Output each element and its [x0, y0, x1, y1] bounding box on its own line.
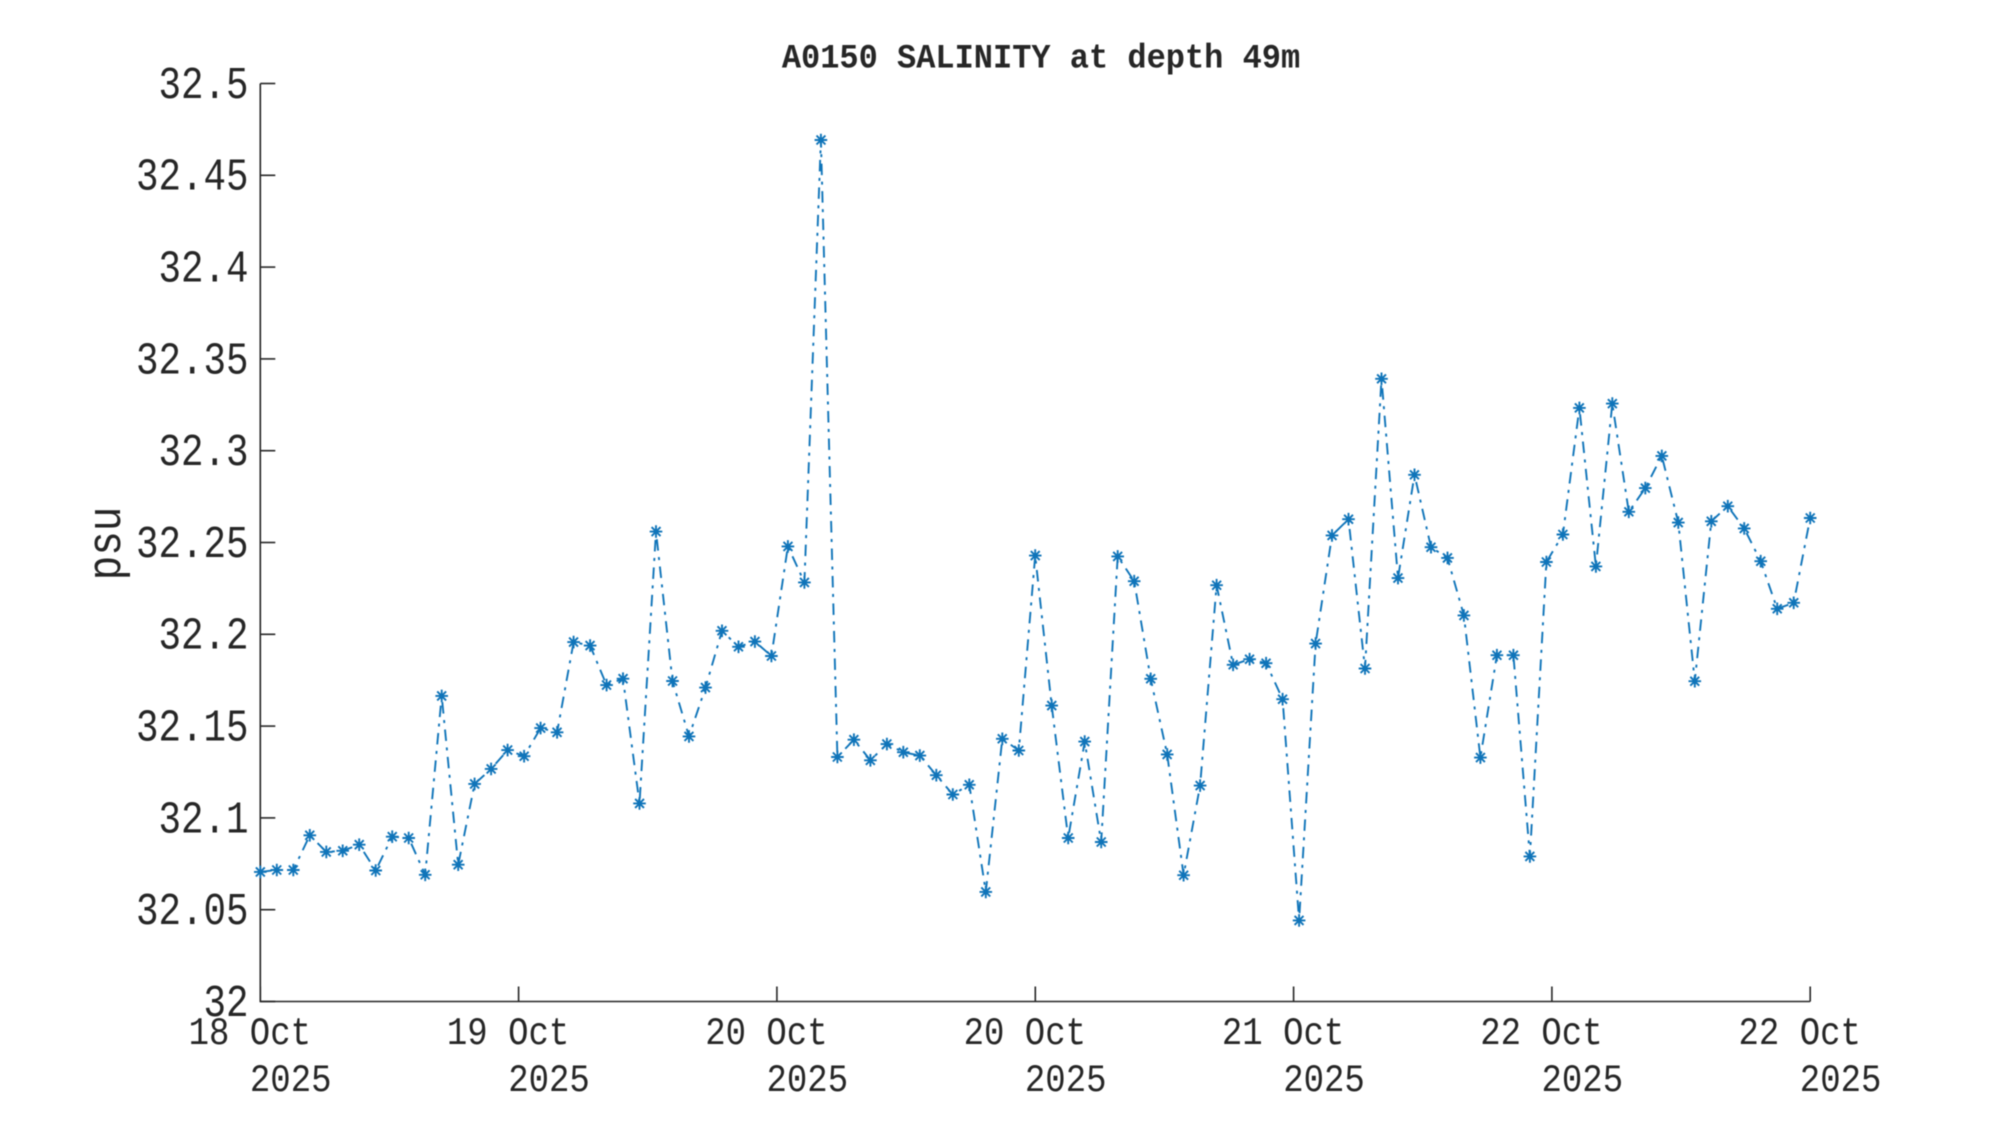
- svg-text:2025: 2025: [250, 1059, 332, 1103]
- svg-text:2025: 2025: [508, 1059, 590, 1103]
- svg-text:22 Oct: 22 Oct: [1480, 1012, 1602, 1056]
- svg-text:32.35: 32.35: [136, 337, 248, 387]
- svg-text:32.05: 32.05: [136, 888, 248, 938]
- svg-text:19 Oct: 19 Oct: [447, 1012, 569, 1056]
- svg-text:2025: 2025: [1800, 1059, 1882, 1103]
- svg-text:20 Oct: 20 Oct: [964, 1012, 1086, 1056]
- svg-text:psu: psu: [82, 507, 135, 581]
- svg-text:22 Oct: 22 Oct: [1739, 1012, 1861, 1056]
- svg-text:32.25: 32.25: [136, 521, 248, 571]
- svg-text:20 Oct: 20 Oct: [705, 1012, 827, 1056]
- svg-text:2025: 2025: [1283, 1059, 1365, 1103]
- svg-text:32.4: 32.4: [159, 246, 249, 296]
- svg-text:A0150 SALINITY at depth 49m: A0150 SALINITY at depth 49m: [782, 38, 1300, 77]
- svg-text:2025: 2025: [767, 1059, 849, 1103]
- svg-text:32.3: 32.3: [159, 429, 249, 479]
- svg-text:32.15: 32.15: [136, 705, 248, 755]
- svg-text:32.45: 32.45: [136, 154, 248, 204]
- svg-text:2025: 2025: [1542, 1059, 1624, 1103]
- svg-text:32: 32: [204, 980, 249, 1030]
- svg-text:21 Oct: 21 Oct: [1222, 1012, 1344, 1056]
- svg-text:18 Oct: 18 Oct: [189, 1012, 311, 1056]
- svg-text:32.2: 32.2: [159, 613, 249, 663]
- svg-text:32.5: 32.5: [159, 62, 249, 112]
- svg-text:2025: 2025: [1025, 1059, 1107, 1103]
- svg-text:32.1: 32.1: [159, 796, 249, 846]
